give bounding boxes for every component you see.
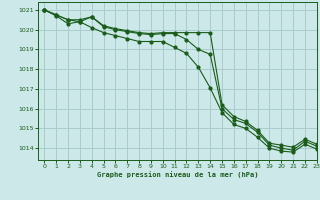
X-axis label: Graphe pression niveau de la mer (hPa): Graphe pression niveau de la mer (hPa) — [97, 171, 258, 178]
